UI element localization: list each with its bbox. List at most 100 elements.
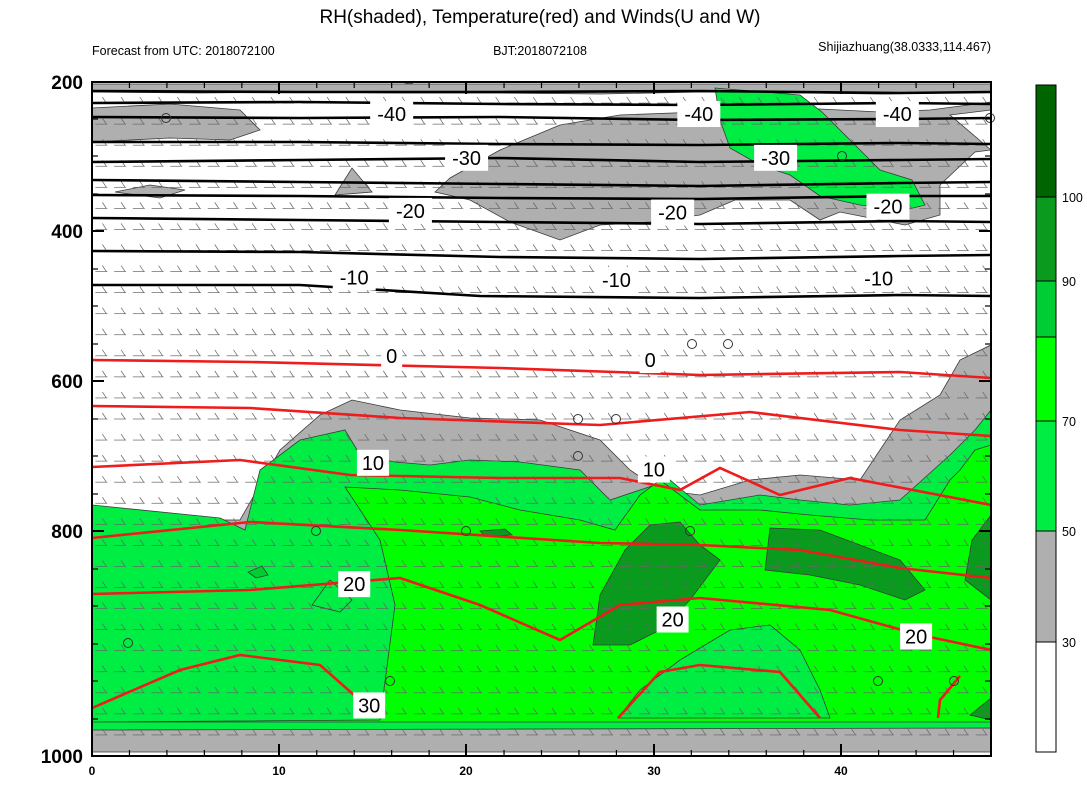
wind-barb-flag — [532, 539, 538, 546]
wind-barb-flag — [532, 728, 538, 736]
wind-barb-flag — [289, 602, 294, 609]
calm-marker — [311, 526, 321, 536]
wind-barb-flag — [907, 539, 913, 546]
wind-barb-flag — [720, 497, 725, 504]
wind-barb-flag — [514, 286, 519, 293]
wind-barb-flag — [776, 265, 781, 272]
wind-barb-flag — [251, 686, 257, 694]
wind-barb-flag — [457, 602, 463, 609]
colorbar-tick-label: 70 — [1062, 415, 1076, 429]
wind-barb-flag — [982, 265, 987, 272]
wind-barb-flag — [364, 665, 369, 672]
wind-barb-flag — [195, 265, 201, 272]
wind-barb-flag — [907, 686, 913, 694]
wind-barb-flag — [364, 433, 369, 441]
wind-barb-flag — [926, 412, 931, 420]
wind-barb-flag — [926, 518, 931, 525]
wind-barb-flag — [214, 433, 220, 441]
wind-barb-flag — [682, 644, 688, 651]
wind-barb-flag — [364, 223, 369, 230]
wind-barb-flag — [270, 602, 276, 609]
wind-barb-flag — [701, 497, 706, 504]
wind-barb-flag — [738, 244, 744, 251]
wind-barb-flag — [420, 707, 426, 715]
wind-barb-flag — [532, 707, 538, 715]
wind-barb-flag — [832, 391, 838, 399]
wind-barb-flag — [457, 286, 463, 293]
wind-barb-flag — [176, 202, 182, 209]
wind-barb-flag — [251, 623, 257, 630]
isotherm-neg25 — [92, 178, 991, 188]
wind-barb-flag — [963, 349, 969, 357]
wind-barb-flag — [944, 497, 950, 504]
wind-barb-flag — [383, 433, 388, 441]
wind-barb-flag — [926, 560, 931, 567]
wind-barb-flag — [551, 391, 557, 399]
wind-barb-flag — [851, 497, 856, 504]
wind-barb-flag — [776, 644, 781, 651]
wind-barb-flag — [663, 497, 669, 504]
wind-barb-flag — [289, 665, 294, 672]
wind-barb-flag — [607, 518, 613, 525]
wind-barb-flag — [176, 117, 182, 125]
contour-label-text: 20 — [661, 610, 683, 632]
wind-barb-flag — [420, 623, 426, 630]
wind-barb-flag — [195, 286, 201, 293]
wind-barb-flag — [364, 160, 369, 167]
wind-barb-flag — [944, 454, 950, 462]
wind-barb-flag — [345, 644, 351, 651]
wind-barb-flag — [176, 454, 182, 462]
wind-barb-flag — [982, 475, 987, 483]
temperature-contour-label: -10 — [857, 265, 901, 292]
wind-barb-flag — [439, 497, 444, 504]
wind-barb-flag — [457, 518, 463, 525]
wind-barb-flag — [551, 160, 557, 167]
wind-barb-flag — [401, 728, 407, 736]
contour-label-text: -40 — [684, 104, 713, 126]
wind-barb-flag — [514, 244, 519, 251]
wind-barb-flag — [532, 328, 538, 335]
colorbar-box-below — [1036, 642, 1056, 752]
wind-barb-flag — [383, 244, 388, 251]
wind-barb-flag — [120, 707, 126, 715]
wind-barb-flag — [551, 307, 557, 314]
station-subtitle: Shijiazhuang(38.0333,114.467) — [818, 40, 991, 54]
wind-barb-flag — [907, 665, 913, 672]
wind-barb-flag — [176, 349, 182, 357]
wind-barb-flag — [795, 475, 800, 483]
wind-barb-flag — [720, 391, 725, 399]
wind-barb-flag — [176, 581, 182, 588]
wind-barb-flag — [308, 244, 313, 251]
wind-barb-flag — [251, 560, 257, 567]
wind-barb-flag — [757, 560, 763, 567]
wind-barb-flag — [195, 117, 201, 125]
wind-barb-flag — [158, 307, 163, 314]
wind-barb-flag — [869, 307, 875, 314]
wind-barb-flag — [495, 665, 500, 672]
wind-barb-flag — [251, 412, 257, 420]
wind-barb-flag — [233, 307, 238, 314]
wind-barb-flag — [607, 665, 613, 672]
wind-barb-flag — [401, 223, 407, 230]
wind-barb-flag — [364, 539, 369, 546]
wind-barb-flag — [832, 518, 838, 525]
wind-barb-flag — [176, 412, 182, 420]
wind-barb-flag — [270, 202, 276, 209]
wind-barb-flag — [120, 581, 126, 588]
wind-barb-flag — [907, 581, 913, 588]
wind-barb-flag — [364, 497, 369, 504]
wind-barb-flag — [851, 454, 856, 462]
wind-barb-flag — [383, 539, 388, 546]
temperature-contour-label: -20 — [388, 197, 432, 224]
wind-barb-flag — [439, 391, 444, 399]
wind-barb-flag — [926, 223, 931, 230]
wind-barb-flag — [345, 223, 351, 230]
calm-marker — [723, 339, 733, 349]
wind-barb-flag — [589, 265, 594, 272]
wind-barb-flag — [476, 307, 482, 314]
wind-barb-flag — [120, 391, 126, 399]
wind-barb-flag — [851, 244, 856, 251]
wind-barb-flag — [251, 644, 257, 651]
wind-barb-flag — [514, 349, 519, 357]
wind-barb-flag — [251, 349, 257, 357]
